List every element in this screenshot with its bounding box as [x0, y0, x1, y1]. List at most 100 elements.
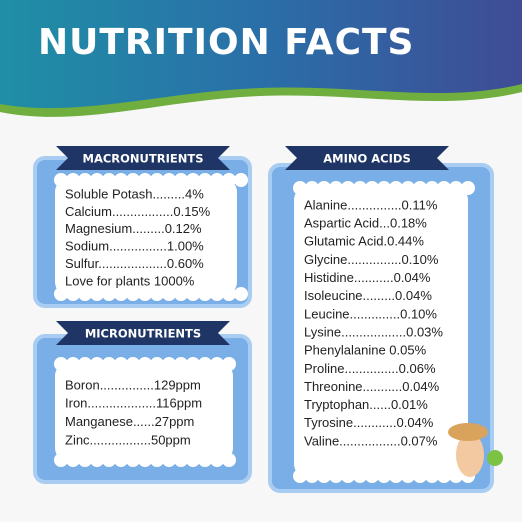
cloud-edge — [102, 453, 116, 467]
cloud-edge — [66, 357, 80, 371]
cloud-edge — [138, 357, 152, 371]
cloud-edge — [377, 469, 391, 483]
cloud-edge — [78, 357, 92, 371]
cloud-edge — [222, 173, 236, 187]
cloud-edge — [425, 469, 439, 483]
cloud-edge — [102, 173, 116, 187]
cloud-edge — [425, 181, 439, 195]
cloud-edge — [114, 453, 128, 467]
cloud-edge — [198, 453, 212, 467]
cloud-edge — [210, 173, 224, 187]
nutrient-line: Tryptophan......0.01% — [304, 397, 428, 412]
section-ribbon — [285, 146, 449, 170]
cloud-edge — [305, 469, 319, 483]
cloud-edge — [210, 357, 224, 371]
sections: MACRONUTRIENTS Soluble Potash.........4% C… — [33, 146, 494, 493]
mascot — [448, 423, 503, 477]
cloud-edge — [186, 357, 200, 371]
cloud-edge — [150, 453, 164, 467]
cloud-edge — [78, 173, 92, 187]
cloud-edge — [413, 469, 427, 483]
cloud-edge — [222, 453, 236, 467]
nutrient-line: Phenylalanine 0.05% — [304, 343, 427, 358]
cloud-edge — [353, 469, 367, 483]
cloud-edge — [162, 173, 176, 187]
cloud-edge — [401, 469, 415, 483]
cloud-edge — [449, 181, 463, 195]
cloud-edge — [317, 181, 331, 195]
cloud-edge — [54, 287, 68, 301]
cloud-edge — [329, 469, 343, 483]
cloud-edge — [150, 287, 164, 301]
cloud-edge — [341, 181, 355, 195]
nutrient-line: Zinc.................50ppm — [65, 432, 191, 447]
cloud-edge — [90, 357, 104, 371]
cloud-edge — [329, 181, 343, 195]
cloud-edge — [198, 173, 212, 187]
cloud-edge — [293, 469, 307, 483]
cloud-edge — [138, 453, 152, 467]
cloud-edge — [174, 453, 188, 467]
cloud-edge — [54, 357, 68, 371]
cloud-edge — [222, 287, 236, 301]
header-band — [0, 0, 522, 109]
nutrient-line: Histidine...........0.04% — [304, 270, 431, 285]
cloud-edge — [102, 287, 116, 301]
section-ribbon — [56, 321, 230, 345]
section-title: MACRONUTRIENTS — [83, 152, 204, 166]
cloud-edge — [174, 173, 188, 187]
cloud-edge — [90, 173, 104, 187]
cloud-edge — [186, 173, 200, 187]
section-inner — [55, 362, 233, 462]
cloud-edge — [341, 469, 355, 483]
cloud-edge — [150, 173, 164, 187]
cloud-edge — [198, 357, 212, 371]
cloud-edge — [377, 181, 391, 195]
cloud-edge — [437, 469, 451, 483]
cloud-edge — [162, 287, 176, 301]
cloud-edge — [66, 173, 80, 187]
cloud-edge — [114, 357, 128, 371]
cloud-edge — [293, 181, 307, 195]
title: NUTRITION FACTS — [38, 22, 414, 63]
cloud-edge — [222, 357, 236, 371]
nutrient-line: Sulfur...................0.60% — [65, 256, 204, 271]
nutrient-line: Lysine..................0.03% — [304, 324, 443, 339]
cloud-edge — [126, 357, 140, 371]
nutrient-line: Threonine...........0.04% — [304, 379, 440, 394]
cloud-edge — [174, 287, 188, 301]
nutrient-line: Boron...............129ppm — [65, 377, 201, 392]
cloud-edge — [234, 173, 248, 187]
cloud-edge — [305, 181, 319, 195]
section-inner — [294, 186, 468, 478]
cloud-edge — [66, 287, 80, 301]
cloud-edge — [365, 469, 379, 483]
nutrient-line: Proline...............0.06% — [304, 361, 436, 376]
cloud-edge — [162, 357, 176, 371]
cloud-edge — [90, 287, 104, 301]
cloud-edge — [138, 173, 152, 187]
cloud-edge — [449, 469, 463, 483]
nutrient-line: Love for plants 1000% — [65, 273, 195, 288]
cloud-edge — [234, 287, 248, 301]
nutrient-line: Manganese......27ppm — [65, 414, 194, 429]
nutrient-line: Isoleucine.........0.04% — [304, 288, 432, 303]
nutrient-line: Iron...................116ppm — [65, 396, 202, 411]
nutrient-line: Valine.................0.07% — [304, 433, 438, 448]
cloud-edge — [114, 287, 128, 301]
cloud-edge — [317, 469, 331, 483]
cloud-edge — [126, 287, 140, 301]
section-title: MICRONUTRIENTS — [85, 327, 201, 341]
cloud-edge — [401, 181, 415, 195]
cloud-edge — [174, 357, 188, 371]
cloud-edge — [138, 287, 152, 301]
cloud-edge — [102, 357, 116, 371]
cloud-edge — [389, 469, 403, 483]
cloud-edge — [66, 453, 80, 467]
cloud-edge — [437, 181, 451, 195]
nutrient-line: Soluble Potash.........4% — [65, 186, 204, 201]
cloud-edge — [150, 357, 164, 371]
nutrient-line: Glycine...............0.10% — [304, 252, 439, 267]
cloud-edge — [162, 453, 176, 467]
